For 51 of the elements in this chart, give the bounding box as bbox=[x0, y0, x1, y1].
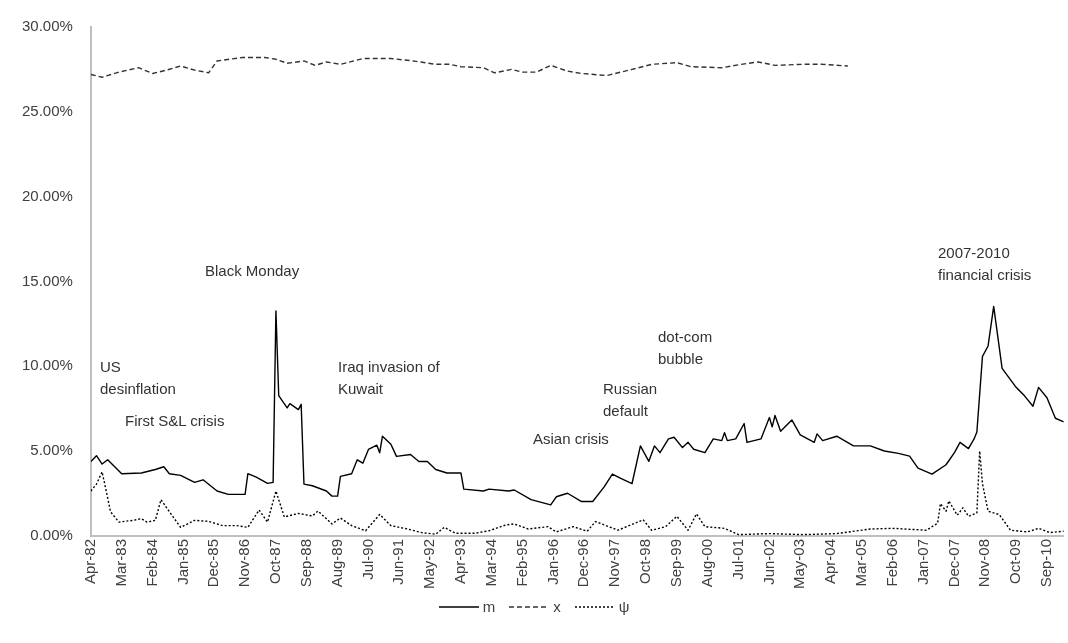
x-tick-label: May-92 bbox=[420, 538, 438, 590]
x-tick-label: Sep-99 bbox=[667, 538, 685, 588]
legend-label: x bbox=[553, 598, 561, 615]
x-tick-label: Apr-82 bbox=[81, 538, 99, 585]
x-tick-label: Sep-10 bbox=[1037, 538, 1055, 588]
x-tick-label: Feb-95 bbox=[512, 538, 530, 587]
annotation: 2007-2010 financial crisis bbox=[938, 243, 1033, 285]
x-tick-label: Jan-96 bbox=[543, 538, 561, 585]
legend-label: ψ bbox=[618, 598, 630, 615]
y-tick-label: 25.00% bbox=[22, 101, 73, 119]
annotation: US desinflation bbox=[100, 357, 177, 399]
x-tick-label: Dec-07 bbox=[944, 538, 962, 588]
annotation: First S&L crisis bbox=[125, 411, 225, 431]
annotation: Iraq invasion of Kuwait bbox=[338, 357, 441, 399]
legend-label: m bbox=[482, 598, 496, 615]
annotation: Asian crisis bbox=[533, 429, 609, 449]
x-tick-label: Feb-84 bbox=[142, 538, 160, 587]
x-tick-label: Nov-97 bbox=[605, 538, 623, 588]
x-tick-label: Dec-85 bbox=[204, 538, 222, 588]
x-tick-label: Apr-93 bbox=[451, 538, 469, 585]
x-tick-label: Mar-05 bbox=[852, 538, 870, 587]
x-tick-label: Nov-86 bbox=[235, 538, 253, 588]
x-tick-label: Sep-88 bbox=[296, 538, 314, 588]
x-tick-label: Dec-96 bbox=[574, 538, 592, 588]
annotation: dot-com bubble bbox=[658, 327, 714, 369]
y-tick-label: 15.00% bbox=[22, 271, 73, 289]
x-tick-label: Jun-02 bbox=[759, 538, 777, 585]
y-tick-label: 30.00% bbox=[22, 17, 73, 35]
line-series bbox=[90, 56, 849, 78]
x-tick-label: Aug-89 bbox=[327, 538, 345, 588]
x-tick-label: Oct-87 bbox=[266, 538, 284, 584]
x-tick-label: Jun-91 bbox=[389, 538, 407, 585]
x-tick-label: Jan-85 bbox=[173, 538, 191, 585]
x-tick-label: Oct-98 bbox=[636, 538, 654, 584]
x-tick-label: May-03 bbox=[790, 538, 808, 590]
y-tick-label: 0.00% bbox=[30, 526, 73, 544]
x-tick-label: Mar-94 bbox=[481, 538, 499, 587]
x-tick-label: Jan-07 bbox=[913, 538, 931, 585]
x-tick-label: Apr-04 bbox=[821, 538, 839, 585]
x-tick-label: Feb-06 bbox=[882, 538, 900, 587]
x-tick-label: Jul-90 bbox=[358, 538, 376, 580]
annotation: Russian default bbox=[603, 379, 659, 421]
y-tick-label: 5.00% bbox=[30, 441, 73, 459]
x-tick-label: Aug-00 bbox=[697, 538, 715, 588]
x-tick-label: Nov-08 bbox=[975, 538, 993, 588]
x-tick-label: Oct-09 bbox=[1006, 538, 1024, 584]
annotation: Black Monday bbox=[205, 261, 300, 281]
y-tick-label: 20.00% bbox=[22, 186, 73, 204]
x-tick-label: Mar-83 bbox=[111, 538, 129, 587]
x-tick-label: Jul-01 bbox=[728, 538, 746, 580]
y-tick-label: 10.00% bbox=[22, 356, 73, 374]
